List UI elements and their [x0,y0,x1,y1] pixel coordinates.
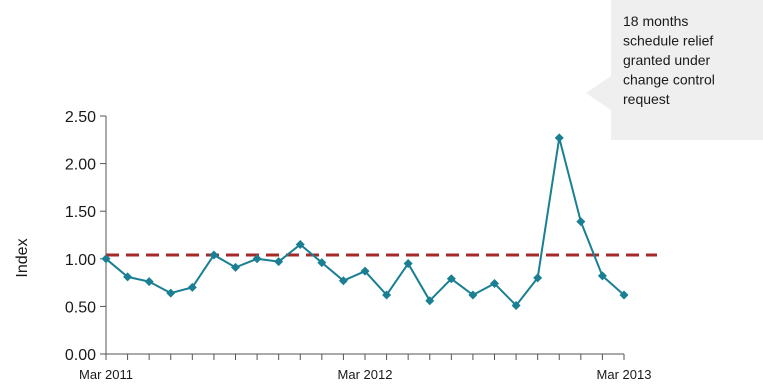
x-tick-label: Mar 2012 [338,367,393,382]
data-point [533,273,543,283]
y-axis-label: Index [14,238,31,277]
data-point [554,133,564,143]
data-point [338,276,348,286]
data-point [252,254,262,264]
data-point [295,240,305,250]
data-point [597,271,607,281]
data-point [209,250,219,260]
data-point [360,266,370,276]
y-tick-label: 2.00 [65,157,96,174]
data-point [144,277,154,287]
data-point [231,262,240,272]
y-tick-label: 0.50 [65,299,96,316]
callout-text-line: 18 months [623,13,688,29]
y-tick-label: 0.00 [65,347,96,364]
data-point [123,272,133,282]
series-line [105,136,625,307]
data-point [101,254,111,264]
callout-text-line: change control [623,72,715,88]
data-point [187,282,197,292]
x-tick-label: Mar 2013 [597,367,652,382]
data-point [166,288,176,298]
data-point [468,290,478,300]
callout-annotation: 18 months schedule relief granted under cha… [586,0,763,140]
data-point [619,290,629,300]
y-tick-label: 1.00 [65,252,96,269]
data-point [446,274,456,284]
callout-box [586,0,763,140]
data-point [274,257,284,267]
callout-text-line: schedule relief [623,33,713,49]
data-point [490,279,499,289]
callout-text-line: request [623,91,670,107]
x-tick-label: Mar 2011 [79,367,133,382]
data-point [317,258,327,268]
y-tick-label: 1.50 [65,204,96,221]
axes: 0.00 0.50 1.00 1.50 2.00 2.50 Mar 2011 Mar 2012… [65,109,652,382]
y-tick-label: 2.50 [65,109,96,126]
callout-text-line: granted under [623,52,711,68]
data-point [576,217,586,227]
data-point [382,290,392,300]
series-group [101,133,629,310]
data-point [425,296,435,306]
data-point [511,300,521,310]
data-point [403,259,413,269]
